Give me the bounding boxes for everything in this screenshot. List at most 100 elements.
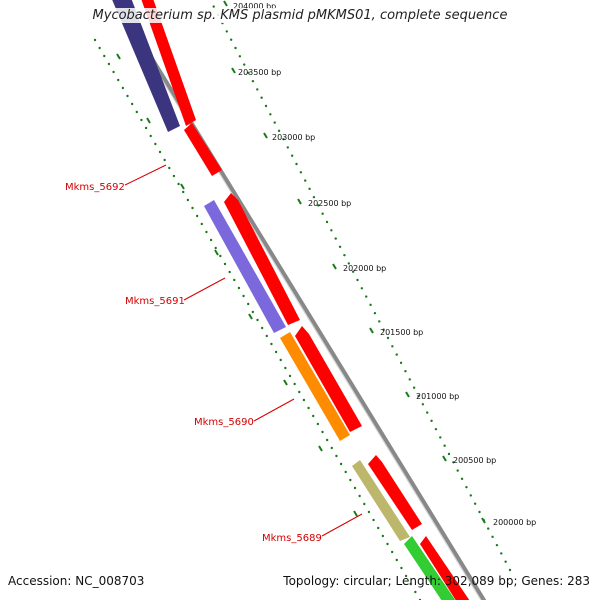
tick-dot xyxy=(286,146,289,149)
tick-dot xyxy=(491,535,494,539)
tick-dot xyxy=(434,427,438,431)
tick-dot xyxy=(242,294,245,298)
tick-dot xyxy=(404,574,408,578)
feature-khaki[interactable] xyxy=(352,460,410,541)
bp-tick-label: 201000 bp xyxy=(416,392,459,401)
gene-label-mkms-5692[interactable]: Mkms_5692 xyxy=(65,182,125,193)
gene-leader-line xyxy=(253,398,295,422)
major-tick xyxy=(442,455,447,462)
tick-dot xyxy=(358,494,361,498)
tick-dot xyxy=(365,295,368,298)
tick-dot xyxy=(200,222,203,226)
tick-dot xyxy=(158,150,162,154)
bp-tick-label: 203000 bp xyxy=(272,133,315,142)
tick-dot xyxy=(343,253,346,257)
tick-dot xyxy=(395,558,398,562)
tick-dot xyxy=(107,62,111,66)
gene-leader-line xyxy=(321,513,363,537)
tick-dot xyxy=(317,204,320,207)
tick-dot xyxy=(316,422,320,426)
tick-dot xyxy=(360,287,364,290)
tick-dot xyxy=(277,129,281,133)
inner-major-tick xyxy=(248,313,253,320)
gene-leader-line xyxy=(183,277,226,301)
major-tick xyxy=(332,263,337,270)
tick-dot xyxy=(251,310,255,314)
feature-orange[interactable] xyxy=(280,332,350,441)
feature-violet[interactable] xyxy=(204,200,286,333)
tick-dot xyxy=(270,342,273,346)
feature-red-6[interactable] xyxy=(420,536,476,604)
tick-dot xyxy=(140,118,143,122)
tick-dot xyxy=(308,187,311,191)
tick-dot xyxy=(243,63,246,66)
tick-dot xyxy=(356,278,359,282)
backbone-line xyxy=(113,0,489,604)
major-tick xyxy=(263,132,268,139)
tick-dot xyxy=(172,174,176,178)
tick-dot xyxy=(414,590,417,594)
feature-green[interactable] xyxy=(404,536,462,604)
tick-dot xyxy=(363,502,366,506)
bp-tick-label: 203500 bp xyxy=(238,68,281,77)
tick-dot xyxy=(382,328,385,331)
tick-dot xyxy=(399,361,403,365)
tick-dot xyxy=(344,470,347,474)
tick-dot xyxy=(195,214,199,218)
feature-red-1[interactable] xyxy=(138,0,196,126)
tick-dot xyxy=(353,486,357,490)
inner-major-tick xyxy=(180,183,185,190)
tick-dot xyxy=(260,96,263,99)
tick-dot xyxy=(144,126,148,130)
tick-dot xyxy=(112,70,115,74)
tick-dot xyxy=(460,477,464,481)
tick-dot xyxy=(465,485,468,489)
bp-scale-labels: 204000 bp 203500 bp 203000 bp 202500 bp … xyxy=(233,2,536,527)
tick-dot xyxy=(378,320,381,323)
feature-red-5[interactable] xyxy=(368,455,422,530)
tick-dot xyxy=(212,5,215,8)
tick-dot xyxy=(426,411,429,414)
tick-dot xyxy=(274,350,278,354)
feature-red-3[interactable] xyxy=(224,193,300,325)
feature-navy[interactable] xyxy=(108,0,180,132)
tick-dot xyxy=(456,469,459,472)
tick-dot xyxy=(412,386,416,389)
map-title: Mycobacterium sp. KMS plasmid pMKMS01, c… xyxy=(0,8,600,23)
tick-dot xyxy=(339,462,343,466)
tick-dot xyxy=(223,262,227,266)
tick-dot xyxy=(279,358,282,362)
tick-dot xyxy=(417,394,420,398)
tick-dot xyxy=(372,518,375,522)
gene-label-mkms-5690[interactable]: Mkms_5690 xyxy=(194,417,254,428)
tick-dot xyxy=(443,444,446,447)
bp-tick-label: 201500 bp xyxy=(380,328,423,337)
tick-dot xyxy=(182,190,185,194)
bp-tick-label: 200000 bp xyxy=(493,518,536,527)
tick-dot xyxy=(186,198,190,202)
tick-dot xyxy=(247,302,250,306)
feature-red-2[interactable] xyxy=(184,123,222,176)
tick-dot xyxy=(325,438,329,442)
tick-dot xyxy=(284,366,287,370)
topology-summary: Topology: circular; Length: 302,089 bp; … xyxy=(283,574,590,588)
major-tick xyxy=(481,517,486,524)
tick-dot xyxy=(293,382,296,386)
tick-dot xyxy=(373,311,377,315)
tick-dot xyxy=(234,46,237,50)
tick-dot xyxy=(256,318,259,322)
backbone-highlight xyxy=(112,0,484,604)
major-tick xyxy=(369,327,374,334)
tick-dot xyxy=(103,54,106,58)
tick-dot xyxy=(377,526,380,530)
feature-red-4[interactable] xyxy=(295,326,362,432)
gene-label-mkms-5689[interactable]: Mkms_5689 xyxy=(262,533,322,544)
tick-dot xyxy=(330,446,333,450)
tick-dot xyxy=(302,398,306,402)
tick-dot xyxy=(325,220,329,224)
tick-dot xyxy=(390,550,394,554)
tick-dot xyxy=(347,262,350,265)
tick-dot xyxy=(135,110,138,114)
gene-label-mkms-5691[interactable]: Mkms_5691 xyxy=(125,296,185,307)
tick-dot xyxy=(391,345,394,348)
